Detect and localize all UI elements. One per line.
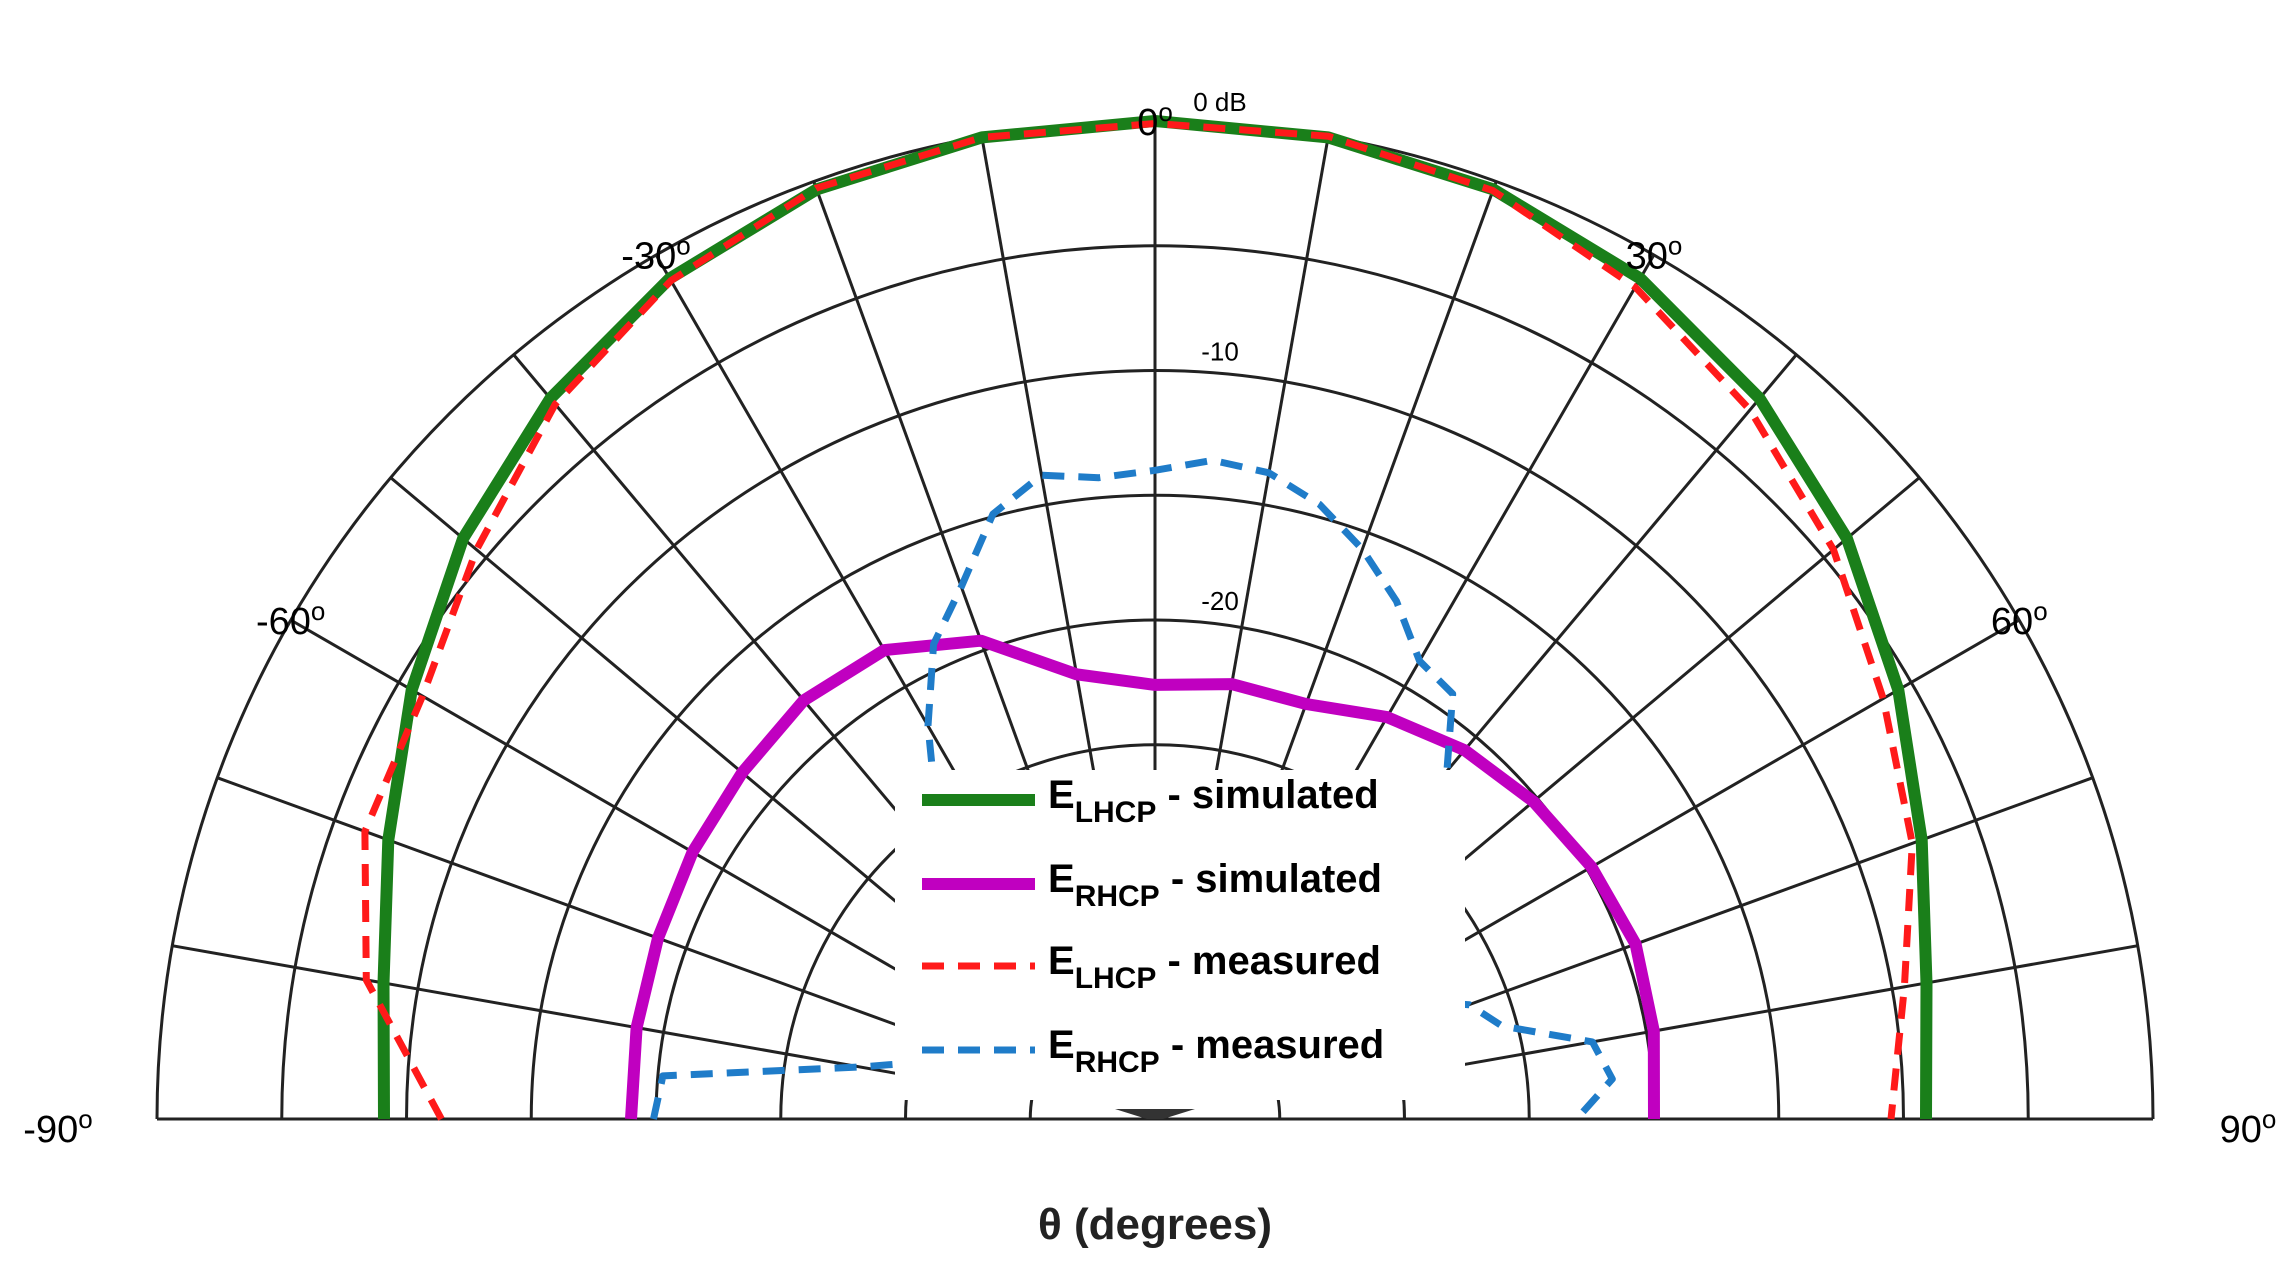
legend-label-rest: - simulated bbox=[1160, 857, 1382, 901]
legend-label-rest: - simulated bbox=[1156, 773, 1378, 817]
angle-tick-label: -60o bbox=[256, 596, 325, 643]
degree-mark: o bbox=[1158, 97, 1172, 127]
legend-label-sub: LHCP bbox=[1075, 796, 1157, 829]
degree-mark: o bbox=[311, 596, 325, 626]
polar-grid bbox=[155, 119, 2155, 1121]
legend-label-rest: - measured bbox=[1156, 939, 1381, 983]
spoke-gridline bbox=[1196, 135, 1330, 874]
spoke-gridline bbox=[389, 476, 965, 960]
degree-mark: o bbox=[2262, 1104, 2276, 1134]
spoke-gridline bbox=[216, 776, 922, 1036]
ring-label: -10 bbox=[1201, 337, 1239, 367]
legend-label-sub: RHCP bbox=[1075, 1046, 1160, 1079]
degree-mark: o bbox=[1668, 231, 1682, 261]
legend-label: ELHCP - simulated bbox=[1048, 773, 1379, 829]
degree-mark: o bbox=[78, 1104, 92, 1134]
angle-tick-label: 60o bbox=[1991, 596, 2048, 643]
x-axis-label: θ (degrees) bbox=[1038, 1200, 1272, 1249]
legend-label: ELHCP - measured bbox=[1048, 939, 1381, 995]
angle-tick-label: -90o bbox=[23, 1104, 92, 1151]
legend-label: ERHCP - measured bbox=[1048, 1023, 1384, 1079]
series-line-3 bbox=[361, 120, 1916, 1121]
legend-label-main: E bbox=[1048, 1023, 1075, 1067]
spoke-gridline bbox=[980, 135, 1114, 874]
spoke-gridline bbox=[812, 180, 1072, 886]
angle-tick-label: 0o bbox=[1137, 97, 1173, 144]
spoke-gridline bbox=[1238, 180, 1498, 886]
spoke-gridline bbox=[1400, 944, 2139, 1078]
origin-marker bbox=[1115, 1109, 1195, 1119]
legend-label-sub: LHCP bbox=[1075, 962, 1157, 995]
legend-label-main: E bbox=[1048, 773, 1075, 817]
spoke-gridline bbox=[1388, 776, 2094, 1036]
series-line-1 bbox=[377, 115, 1933, 1120]
angle-tick-label: -30o bbox=[621, 231, 690, 278]
spoke-gridline bbox=[1370, 618, 2021, 996]
legend-label-main: E bbox=[1048, 939, 1075, 983]
degree-mark: o bbox=[2033, 596, 2047, 626]
angle-tick-label: 90o bbox=[2220, 1104, 2277, 1151]
legend-label-rest: - measured bbox=[1160, 1023, 1385, 1067]
series-line-2 bbox=[625, 634, 1660, 1120]
legend-label-sub: RHCP bbox=[1075, 880, 1160, 913]
spoke-gridline bbox=[171, 944, 910, 1078]
legend-label-main: E bbox=[1048, 857, 1075, 901]
ring-label: 0 dB bbox=[1193, 87, 1247, 117]
angle-tick-label: 30o bbox=[1626, 231, 1683, 278]
legend-box bbox=[895, 770, 1465, 1100]
legend-label: ERHCP - simulated bbox=[1048, 857, 1382, 913]
spoke-gridline bbox=[289, 618, 940, 996]
degree-mark: o bbox=[676, 231, 690, 261]
ring-label: -20 bbox=[1201, 586, 1239, 616]
